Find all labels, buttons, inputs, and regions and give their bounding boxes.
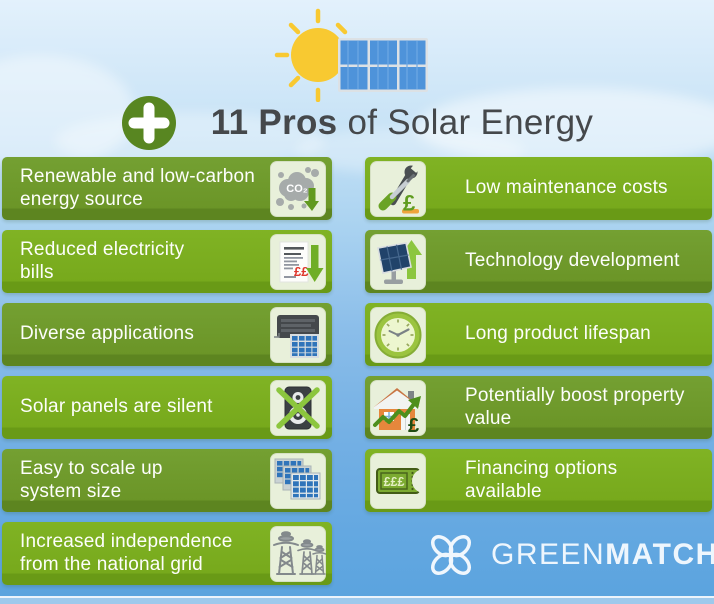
page-title: 11 Pros of Solar Energy: [211, 103, 593, 143]
pro-label: Technology development: [465, 250, 680, 272]
header: 11 Pros of Solar Energy: [0, 92, 714, 154]
maintenance-pound-label: £: [403, 190, 416, 215]
co2-label: CO₂: [286, 183, 308, 195]
icon-tile: CO₂: [270, 160, 326, 217]
money-ticket-icon: £££: [376, 467, 424, 494]
pro-item-renewable: Renewable and low-carbon energy source C…: [2, 157, 332, 220]
solar-laptop-icon: [274, 314, 319, 358]
title-rest: of Solar Energy: [337, 103, 594, 142]
maintenance-tools-icon: £: [378, 163, 420, 215]
house-value-icon: £: [373, 387, 421, 436]
icon-tile: [270, 525, 326, 582]
sun-icon: [274, 8, 348, 102]
pros-column-left: Renewable and low-carbon energy source C…: [2, 157, 332, 595]
brand-match: MATCH: [605, 538, 714, 571]
solar-panel-arrow-icon: [377, 239, 422, 284]
electricity-bill-icon: ££: [279, 241, 324, 282]
solar-panel-icon: [338, 38, 428, 92]
icon-tile: ££: [270, 233, 326, 290]
icon-tile: [370, 306, 426, 363]
power-pylons-icon: [273, 530, 326, 575]
growth-arrowhead: [408, 395, 421, 409]
pro-label: Long product lifespan: [465, 323, 651, 345]
pro-item-lifespan: Long product lifespan: [365, 303, 712, 366]
brand-green: GREEN: [491, 538, 606, 571]
property-pound-label: £: [408, 415, 419, 436]
pro-label: Increased independence from the national…: [20, 531, 233, 575]
pro-label: Diverse applications: [20, 323, 195, 345]
muted-speaker-icon: [276, 386, 320, 429]
bottom-cloud-band: [0, 596, 714, 604]
plus-icon: [121, 96, 176, 150]
sun-circle: [291, 28, 345, 82]
pro-item-financing: £££ Financing options available: [365, 449, 712, 512]
pro-label: Reduced electricity bills: [20, 239, 185, 283]
down-arrow: [306, 244, 324, 282]
pro-label: Potentially boost property value: [465, 385, 685, 429]
pro-item-technology: Technology development: [365, 230, 712, 293]
brand-wordmark: GREENMATCH: [491, 538, 714, 572]
pro-item-bills: Reduced electricity bills ££: [2, 230, 332, 293]
ticket-pounds-label: £££: [384, 475, 405, 489]
pro-item-grid-independence: Increased independence from the national…: [2, 522, 332, 585]
down-arrow: [304, 187, 319, 211]
pro-label: Financing options available: [465, 458, 618, 502]
panel-front: [290, 472, 321, 499]
pro-label: Renewable and low-carbon energy source: [20, 166, 256, 210]
icon-tile: [270, 452, 326, 509]
icon-tile: [270, 379, 326, 436]
pro-label: Low maintenance costs: [465, 177, 668, 199]
pros-column-right: £ Low maintenance costs: [365, 157, 712, 522]
pro-item-applications: Diverse applications: [2, 303, 332, 366]
icon-tile: £: [370, 379, 426, 436]
greenmatch-clover-icon: [430, 534, 472, 576]
co2-reduction-icon: CO₂: [276, 166, 319, 211]
pro-item-property-value: £ Potentially boost property value: [365, 376, 712, 439]
growth-line: [373, 401, 416, 427]
icon-tile: [270, 306, 326, 363]
icon-tile: £££: [370, 452, 426, 509]
pro-label: Solar panels are silent: [20, 396, 213, 418]
bill-pounds-label: ££: [294, 264, 309, 279]
pro-item-maintenance: £ Low maintenance costs: [365, 157, 712, 220]
pro-item-scale-up: Easy to scale up system size: [2, 449, 332, 512]
stacked-solar-panels-icon: [274, 458, 321, 499]
pro-item-silent: Solar panels are silent: [2, 376, 332, 439]
cloud-shape: [415, 88, 714, 166]
sun-and-solar-panel-illustration: [274, 8, 428, 102]
icon-tile: £: [370, 160, 426, 217]
pro-label: Easy to scale up system size: [20, 458, 163, 502]
greenmatch-logo: GREENMATCH: [424, 528, 714, 582]
clock-icon: [374, 311, 422, 358]
title-bold: 11 Pros: [210, 103, 338, 142]
cross-out-x: [276, 386, 320, 429]
icon-tile: [370, 233, 426, 290]
